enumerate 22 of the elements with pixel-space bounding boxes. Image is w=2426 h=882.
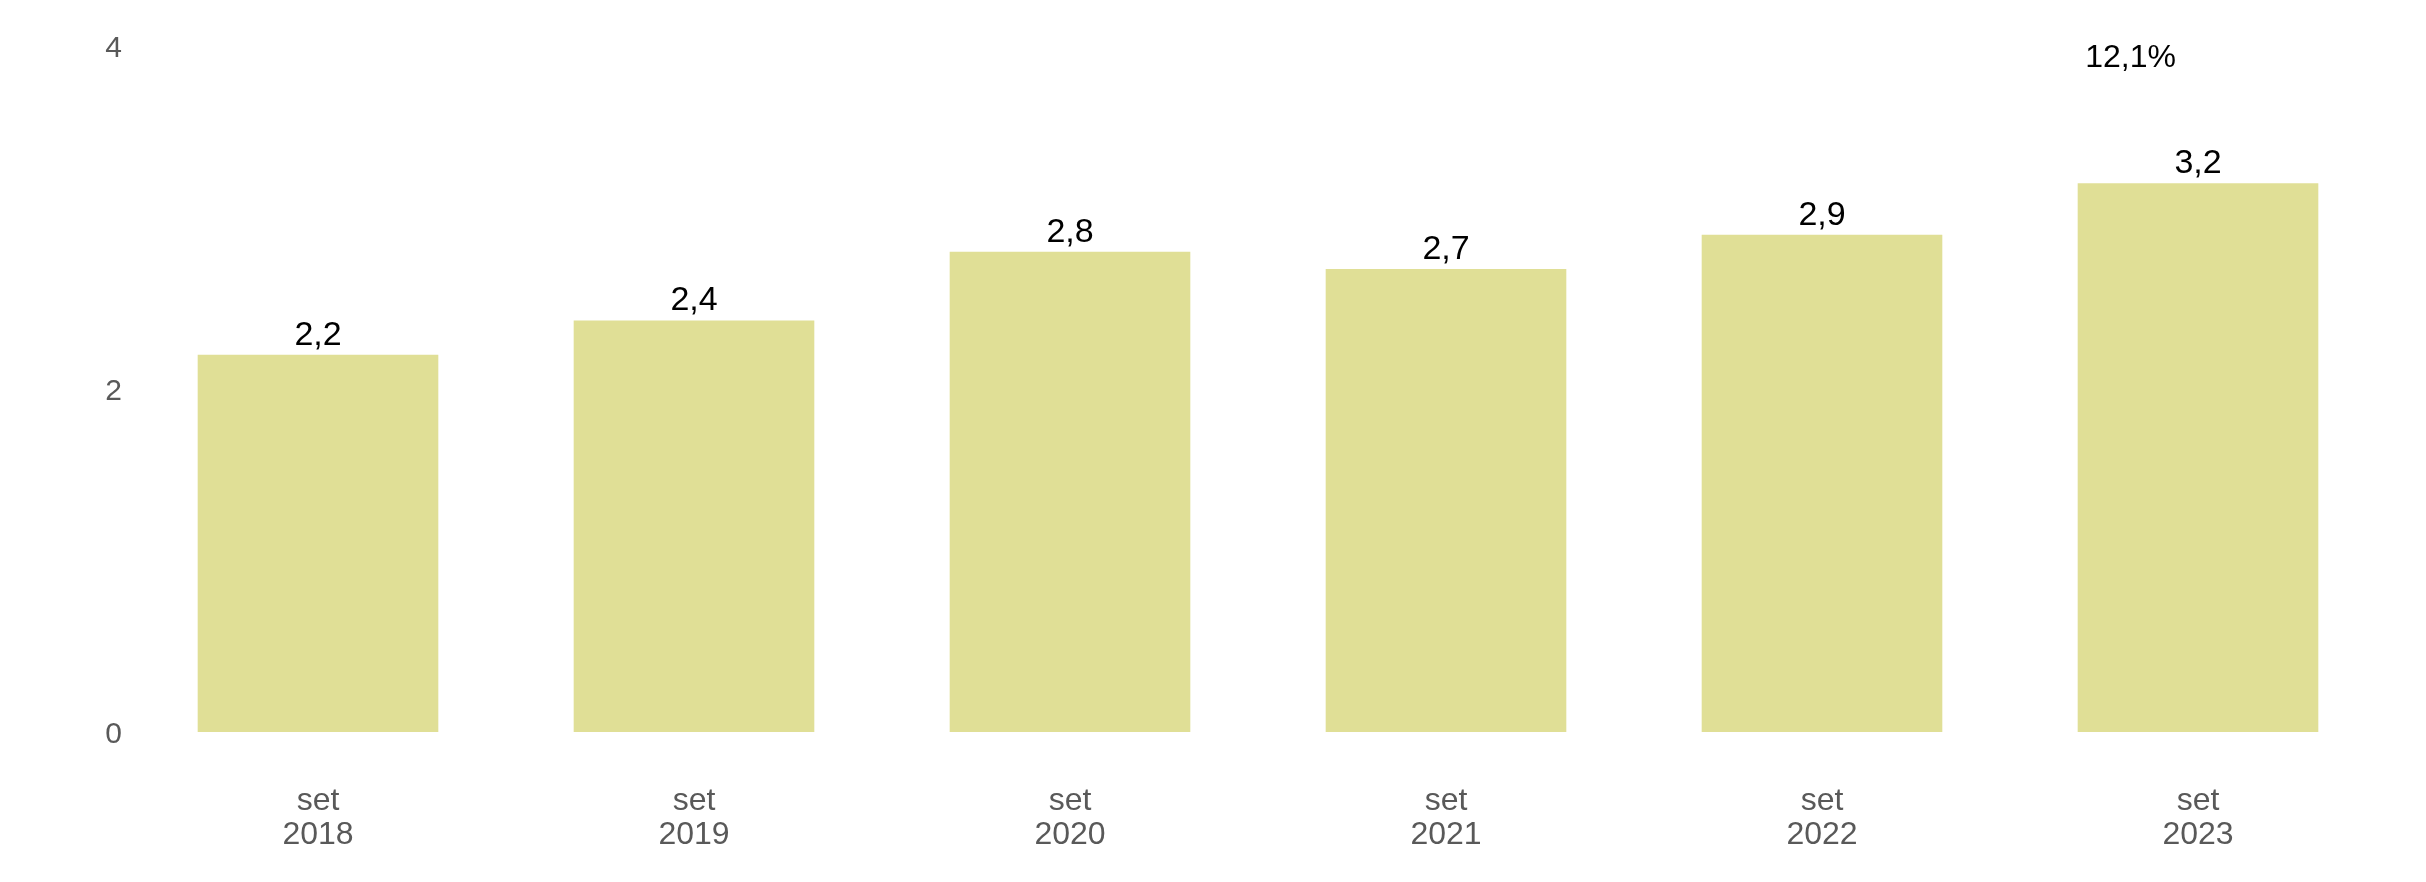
annotation: 12,1% bbox=[2085, 38, 2176, 74]
x-tick-label: set 2020 bbox=[1034, 781, 1106, 851]
bar bbox=[197, 354, 439, 732]
bar bbox=[949, 251, 1191, 732]
x-tick-label: set 2018 bbox=[282, 781, 354, 851]
bar bbox=[1325, 268, 1567, 732]
y-tick-label: 4 bbox=[105, 29, 122, 63]
x-tick-label: set 2023 bbox=[2162, 781, 2234, 851]
data-label: 2,2 bbox=[294, 313, 342, 352]
y-tick-label: 0 bbox=[105, 715, 122, 749]
bar bbox=[1701, 234, 1943, 732]
x-tick-label: set 2019 bbox=[658, 781, 730, 851]
y-tick-label: 2 bbox=[105, 372, 122, 406]
data-label: 2,7 bbox=[1422, 227, 1470, 266]
bar bbox=[573, 320, 815, 732]
data-label: 2,4 bbox=[670, 279, 718, 318]
bar bbox=[2077, 183, 2319, 732]
x-tick-label: set 2022 bbox=[1786, 781, 1858, 851]
data-label: 2,8 bbox=[1046, 210, 1094, 249]
x-tick-label: set 2021 bbox=[1410, 781, 1482, 851]
data-label: 2,9 bbox=[1798, 193, 1846, 232]
data-label: 3,2 bbox=[2174, 142, 2222, 181]
